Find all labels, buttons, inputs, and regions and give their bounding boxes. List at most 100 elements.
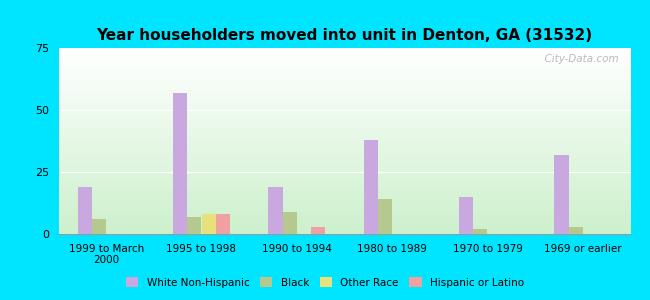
Bar xyxy=(58,142,630,143)
Bar xyxy=(58,199,630,200)
Bar xyxy=(58,108,630,110)
Bar xyxy=(58,214,630,215)
Bar xyxy=(58,110,630,111)
Bar xyxy=(473,229,488,234)
Bar xyxy=(58,198,630,199)
Bar xyxy=(58,101,630,102)
Bar xyxy=(173,93,187,234)
Bar xyxy=(58,106,630,107)
Bar xyxy=(58,137,630,138)
Bar xyxy=(58,209,630,210)
Bar xyxy=(58,166,630,167)
Bar xyxy=(58,172,630,173)
Bar xyxy=(58,215,630,216)
Bar xyxy=(187,217,202,234)
Bar xyxy=(58,202,630,203)
Bar xyxy=(58,113,630,114)
Bar xyxy=(58,224,630,225)
Bar xyxy=(58,226,630,227)
Bar xyxy=(58,48,630,49)
Bar xyxy=(58,87,630,88)
Bar xyxy=(58,68,630,69)
Bar xyxy=(58,170,630,171)
Bar xyxy=(58,187,630,188)
Bar xyxy=(58,79,630,80)
Bar xyxy=(58,104,630,105)
Bar xyxy=(58,96,630,97)
Bar xyxy=(58,148,630,149)
Bar xyxy=(58,112,630,113)
Bar xyxy=(77,187,92,234)
Bar xyxy=(58,143,630,144)
Bar xyxy=(58,147,630,148)
Bar xyxy=(58,111,630,112)
Bar xyxy=(58,59,630,60)
Bar xyxy=(58,183,630,184)
Bar xyxy=(58,192,630,193)
Bar xyxy=(58,146,630,147)
Bar xyxy=(58,134,630,135)
Bar xyxy=(58,221,630,222)
Bar xyxy=(58,119,630,120)
Bar xyxy=(58,118,630,119)
Bar xyxy=(58,163,630,164)
Bar xyxy=(58,77,630,78)
Bar xyxy=(58,184,630,185)
Bar xyxy=(58,88,630,89)
Bar xyxy=(58,160,630,161)
Bar xyxy=(58,179,630,180)
Bar xyxy=(58,90,630,91)
Bar xyxy=(58,69,630,70)
Bar xyxy=(58,171,630,172)
Bar xyxy=(58,152,630,153)
Bar xyxy=(58,177,630,178)
Bar xyxy=(58,150,630,151)
Bar xyxy=(58,103,630,104)
Bar xyxy=(58,144,630,145)
Bar xyxy=(58,71,630,72)
Bar xyxy=(58,50,630,51)
Bar xyxy=(58,70,630,71)
Bar xyxy=(58,162,630,163)
Bar xyxy=(58,155,630,156)
Bar xyxy=(58,92,630,93)
Bar xyxy=(58,161,630,162)
Bar xyxy=(58,52,630,53)
Bar xyxy=(58,193,630,194)
Bar xyxy=(58,117,630,118)
Bar xyxy=(58,138,630,139)
Bar xyxy=(58,188,630,189)
Bar xyxy=(58,114,630,115)
Bar xyxy=(58,83,630,84)
Bar xyxy=(58,74,630,75)
Bar xyxy=(58,65,630,66)
Bar xyxy=(58,158,630,159)
Bar xyxy=(58,151,630,152)
Bar xyxy=(58,219,630,220)
Bar xyxy=(58,228,630,229)
Bar xyxy=(58,178,630,179)
Bar xyxy=(58,131,630,132)
Bar xyxy=(58,165,630,166)
Bar xyxy=(58,233,630,234)
Bar xyxy=(58,202,630,203)
Bar xyxy=(58,80,630,82)
Bar xyxy=(58,225,630,226)
Bar xyxy=(58,204,630,205)
Bar xyxy=(58,167,630,168)
Bar xyxy=(58,227,630,228)
Bar xyxy=(58,123,630,124)
Bar xyxy=(58,229,630,230)
Bar xyxy=(58,67,630,68)
Bar xyxy=(554,154,569,234)
Bar xyxy=(58,194,630,195)
Bar xyxy=(58,100,630,101)
Bar xyxy=(311,226,326,234)
Bar xyxy=(58,84,630,85)
Bar xyxy=(58,85,630,86)
Bar xyxy=(58,203,630,204)
Bar xyxy=(58,94,630,95)
Bar xyxy=(58,53,630,54)
Bar xyxy=(58,232,630,233)
Bar xyxy=(92,219,106,234)
